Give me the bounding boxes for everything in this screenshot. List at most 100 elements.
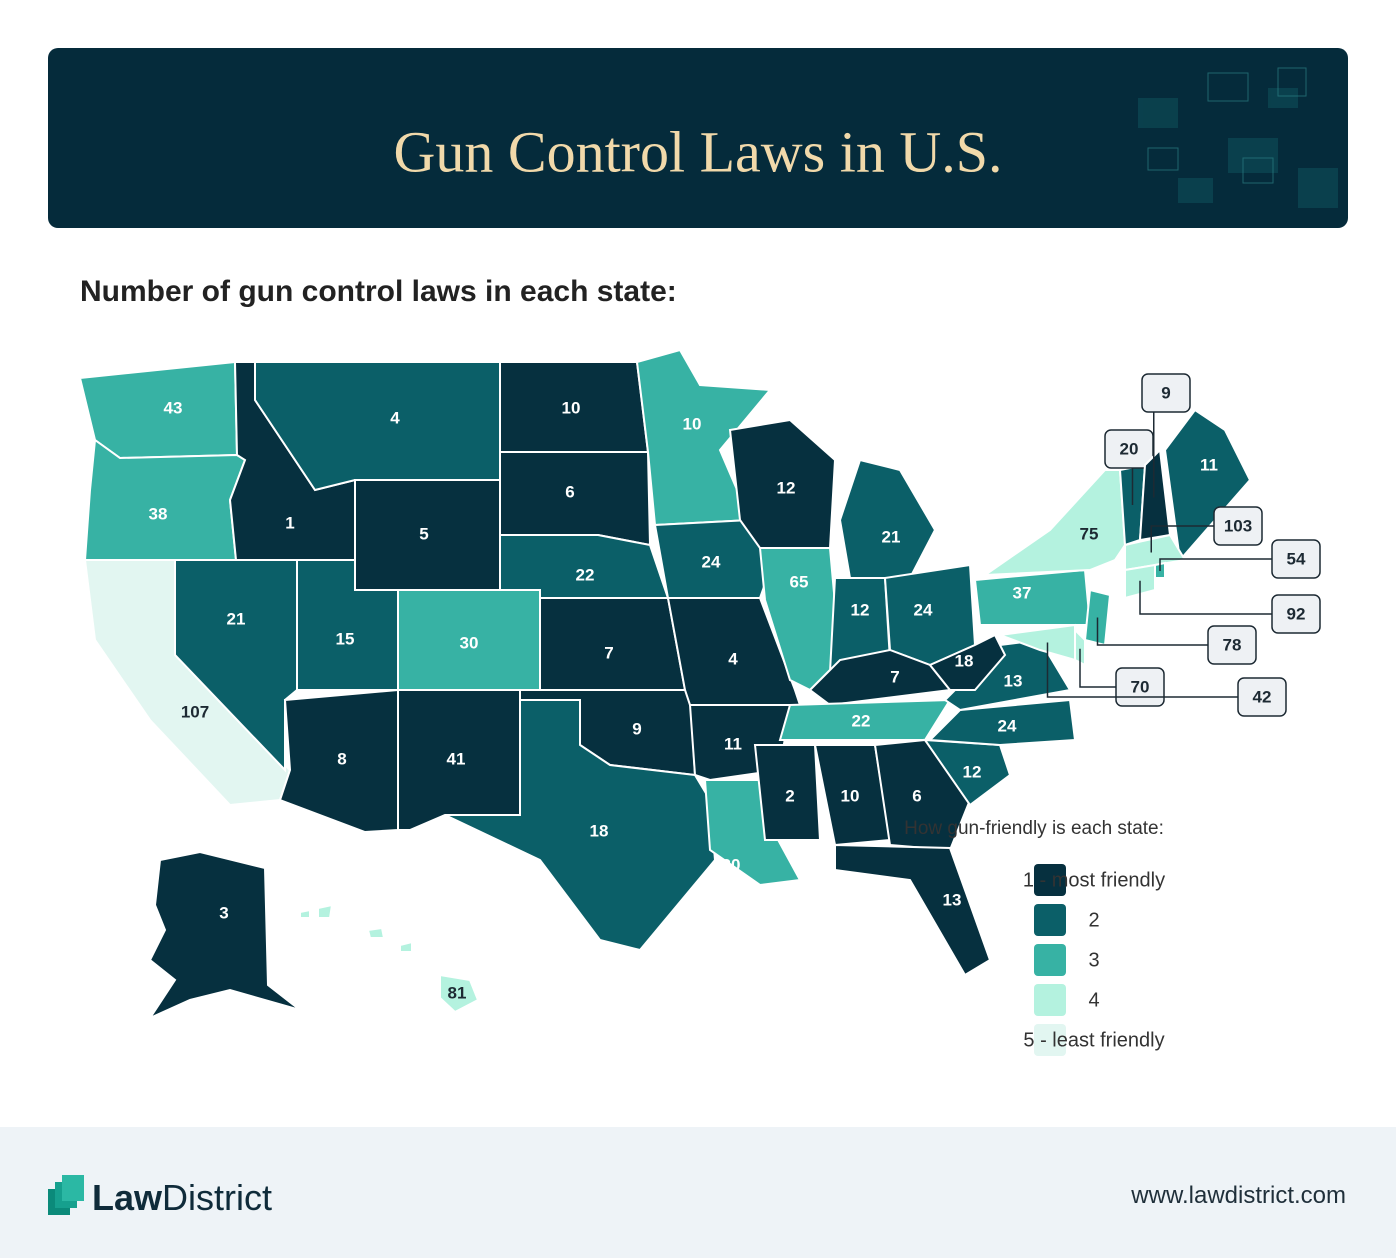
state-value: 4 bbox=[390, 408, 400, 427]
footer: LawDistrict www.lawdistrict.com bbox=[0, 1127, 1396, 1258]
state bbox=[635, 348, 773, 527]
state-shape bbox=[83, 438, 247, 561]
state-value: 24 bbox=[914, 600, 933, 619]
state-value: 13 bbox=[943, 890, 962, 909]
legend-label: 2 bbox=[1088, 909, 1099, 931]
state-value: 70 bbox=[1131, 677, 1150, 696]
state-value: 9 bbox=[632, 719, 641, 738]
state-shape bbox=[838, 458, 937, 579]
legend-swatch bbox=[1034, 864, 1066, 896]
state-value: 92 bbox=[1287, 604, 1306, 623]
state-shape bbox=[973, 568, 1092, 626]
state bbox=[981, 469, 1127, 577]
state-value: 12 bbox=[777, 478, 796, 497]
state bbox=[838, 458, 937, 579]
legend-swatch bbox=[1034, 944, 1066, 976]
state-shape bbox=[78, 360, 239, 460]
state-shape bbox=[439, 973, 480, 1014]
state-value: 11 bbox=[724, 734, 742, 753]
map: 4338107121451583041106227918102441120126… bbox=[78, 348, 1321, 1056]
state-value: 24 bbox=[702, 552, 721, 571]
state-shape bbox=[444, 699, 717, 952]
state-value: 1 bbox=[285, 513, 294, 532]
state-shape bbox=[981, 469, 1127, 577]
state-value: 22 bbox=[852, 711, 871, 730]
state-shape bbox=[927, 698, 1077, 747]
state-value: 11 bbox=[1200, 455, 1218, 474]
state-value: 65 bbox=[790, 572, 809, 591]
callout-box bbox=[1271, 594, 1321, 634]
state bbox=[999, 623, 1076, 662]
state-shape bbox=[299, 908, 311, 919]
state bbox=[78, 360, 239, 460]
callout-line bbox=[1096, 617, 1208, 646]
state-value: 107 bbox=[181, 702, 209, 721]
title: Gun Control Laws in U.S. bbox=[393, 119, 1003, 185]
legend-title: How gun-friendly is each state: bbox=[904, 818, 1164, 839]
subtitle: Number of gun control laws in each state… bbox=[80, 275, 677, 308]
url: www.lawdistrict.com bbox=[1131, 1182, 1346, 1209]
banner-decoration bbox=[1138, 67, 1338, 208]
state-value: 9 bbox=[1161, 383, 1170, 402]
state-value: 38 bbox=[149, 504, 168, 523]
state bbox=[499, 451, 652, 547]
state bbox=[1124, 533, 1187, 572]
state-value: 37 bbox=[1013, 583, 1032, 602]
state-value: 2 bbox=[785, 786, 794, 805]
state-shape bbox=[999, 623, 1076, 662]
state-value: 21 bbox=[227, 609, 246, 628]
state bbox=[299, 903, 480, 1014]
state-value: 20 bbox=[722, 855, 741, 874]
state-value: 75 bbox=[1080, 524, 1099, 543]
state-value: 6 bbox=[565, 482, 574, 501]
legend-label: 5 - least friendly bbox=[1023, 1029, 1164, 1051]
state-value: 81 bbox=[448, 983, 467, 1002]
state-value: 3 bbox=[219, 903, 228, 922]
brand: LawDistrict bbox=[92, 1177, 272, 1219]
state-value: 10 bbox=[841, 786, 860, 805]
legend-swatch bbox=[1034, 904, 1066, 936]
state-shape bbox=[1163, 408, 1252, 563]
state bbox=[1163, 408, 1252, 563]
state-shape bbox=[147, 850, 301, 1021]
state bbox=[83, 438, 247, 561]
state bbox=[753, 744, 822, 841]
state-shape bbox=[635, 348, 773, 527]
state-value: 18 bbox=[590, 821, 609, 840]
callout-box bbox=[1237, 677, 1287, 717]
state-value: 10 bbox=[562, 398, 581, 417]
state-value: 13 bbox=[1004, 671, 1023, 690]
callout-line bbox=[1139, 580, 1272, 615]
state-value: 20 bbox=[1120, 439, 1139, 458]
state-value: 21 bbox=[882, 527, 901, 546]
state-value: 7 bbox=[890, 667, 899, 686]
callout-box bbox=[1207, 625, 1257, 665]
state bbox=[873, 738, 972, 852]
state bbox=[927, 698, 1077, 747]
callout-line bbox=[1079, 648, 1116, 688]
state-value: 7 bbox=[604, 643, 613, 662]
state-value: 18 bbox=[955, 651, 974, 670]
state-value: 78 bbox=[1223, 635, 1242, 654]
state-value: 6 bbox=[912, 786, 921, 805]
state-value: 24 bbox=[998, 716, 1017, 735]
legend-label: 1 - most friendly bbox=[1023, 869, 1165, 891]
state-value: 30 bbox=[460, 633, 479, 652]
logo-icon bbox=[48, 1175, 84, 1215]
state-value: 54 bbox=[1287, 549, 1306, 568]
state-value: 41 bbox=[447, 749, 466, 768]
callout-line bbox=[1150, 525, 1214, 553]
state-value: 15 bbox=[336, 629, 355, 648]
callout-line bbox=[1046, 642, 1238, 698]
callout-box bbox=[1213, 506, 1263, 546]
state-value: 4 bbox=[728, 649, 738, 668]
state-value: 8 bbox=[337, 749, 346, 768]
state bbox=[147, 850, 301, 1021]
callout-line bbox=[1159, 558, 1272, 571]
state bbox=[834, 843, 992, 977]
state-shape bbox=[753, 744, 822, 841]
state-shape bbox=[366, 926, 386, 939]
state-value: 22 bbox=[576, 565, 595, 584]
state-shape bbox=[928, 633, 1007, 691]
